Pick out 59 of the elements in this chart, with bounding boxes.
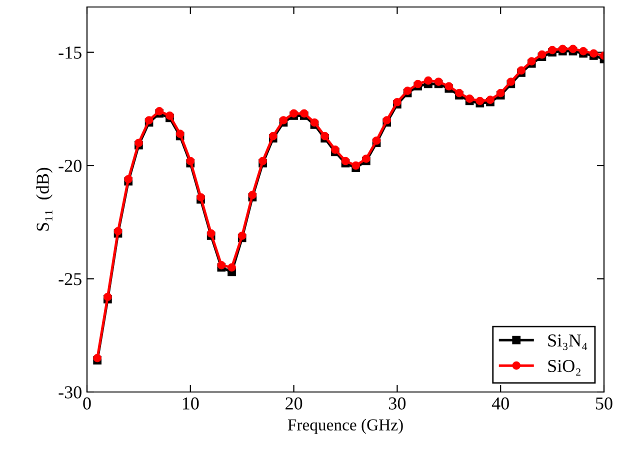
- point: [217, 261, 226, 270]
- x-tick-label: 20: [286, 397, 302, 410]
- x-tick-label: 40: [492, 397, 509, 410]
- point: [372, 136, 381, 145]
- point: [186, 156, 195, 166]
- x-tick-label: 0: [83, 397, 91, 410]
- point: [155, 107, 164, 116]
- legend-label: SiO₂: [548, 360, 580, 376]
- point: [558, 44, 567, 54]
- point: [414, 80, 422, 88]
- point: [476, 96, 484, 106]
- point: [496, 88, 505, 98]
- point: [330, 146, 340, 154]
- y-tick-label: -15: [58, 46, 82, 59]
- point: [393, 98, 402, 106]
- x-tick-label: 50: [596, 397, 612, 410]
- point: [362, 154, 370, 163]
- point: [196, 193, 205, 202]
- point: [589, 49, 598, 58]
- point: [206, 229, 216, 238]
- y-tick-label: -30: [58, 386, 82, 398]
- point: [506, 78, 516, 86]
- legend-label: Si₃N₄: [548, 334, 588, 350]
- point: [434, 78, 443, 86]
- point: [258, 156, 267, 166]
- x-axis-title: Frequence (GHz): [288, 418, 403, 434]
- point: [382, 116, 392, 124]
- point: [517, 66, 526, 75]
- point: [455, 88, 464, 98]
- point: [424, 76, 432, 85]
- point: [238, 232, 246, 240]
- point: [124, 174, 133, 184]
- point: [310, 118, 319, 127]
- point: [93, 354, 102, 362]
- point: [579, 46, 588, 56]
- point: [320, 132, 329, 140]
- point: [352, 161, 360, 170]
- point: [548, 46, 556, 54]
- point: [403, 86, 412, 95]
- point: [300, 109, 308, 118]
- point: [268, 132, 278, 140]
- point: [166, 112, 174, 120]
- point: [538, 50, 546, 59]
- point: [279, 116, 288, 124]
- y-axis-title: S₁₁ (dB): [36, 168, 53, 231]
- point: [176, 130, 184, 138]
- point: [248, 190, 257, 200]
- point: [228, 263, 236, 272]
- x-tick-label: 30: [389, 397, 406, 410]
- point: [114, 227, 122, 236]
- y-tick-label: -20: [58, 160, 82, 172]
- point: [341, 156, 350, 166]
- y-tick-label: -25: [58, 273, 82, 286]
- point: [290, 109, 298, 118]
- point: [465, 94, 474, 103]
- point: [444, 82, 454, 90]
- point: [144, 116, 154, 124]
- point: [568, 44, 578, 54]
- x-tick-label: 10: [182, 397, 199, 410]
